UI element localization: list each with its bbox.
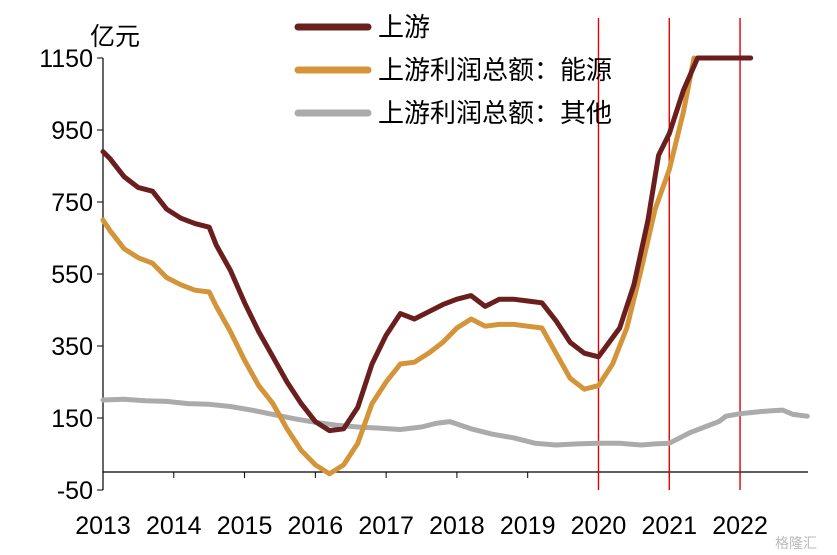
x-tick-label: 2013 — [75, 512, 131, 540]
x-tick-label: 2018 — [429, 512, 485, 540]
legend-label: 上游 — [378, 13, 430, 43]
x-axis-ticks: 2013 2014 2015 2016 2017 2018 2019 2020 2021 2022 — [75, 472, 768, 540]
x-tick-label: 2014 — [146, 512, 202, 540]
x-tick-label: 2022 — [712, 512, 768, 540]
series-line — [100, 396, 810, 448]
axes — [102, 58, 808, 490]
x-tick-label: 2020 — [571, 512, 627, 540]
y-tick-label: 1150 — [39, 45, 93, 73]
x-tick-label: 2019 — [500, 512, 556, 540]
y-axis-ticks: 1150 950 750 550 350 150 -50 — [39, 45, 103, 505]
watermark-text: 格隆汇 — [775, 536, 817, 552]
legend-label: 上游利润总额：能源 — [378, 56, 612, 86]
y-axis-unit-label: 亿元 — [90, 22, 140, 51]
y-tick-label: 950 — [51, 117, 93, 145]
series-line — [100, 55, 697, 477]
series-line — [100, 55, 754, 434]
y-tick-label: -50 — [57, 477, 93, 505]
x-tick-label: 2017 — [358, 512, 414, 540]
x-tick-label: 2016 — [288, 512, 344, 540]
y-tick-label: 550 — [51, 261, 93, 289]
x-tick-label: 2021 — [641, 512, 697, 540]
x-tick-label: 2015 — [217, 512, 273, 540]
y-tick-label: 150 — [51, 405, 93, 433]
series-lines — [100, 55, 810, 477]
y-tick-label: 350 — [51, 333, 93, 361]
y-tick-label: 750 — [51, 189, 93, 217]
legend-label: 上游利润总额：其他 — [378, 99, 612, 129]
